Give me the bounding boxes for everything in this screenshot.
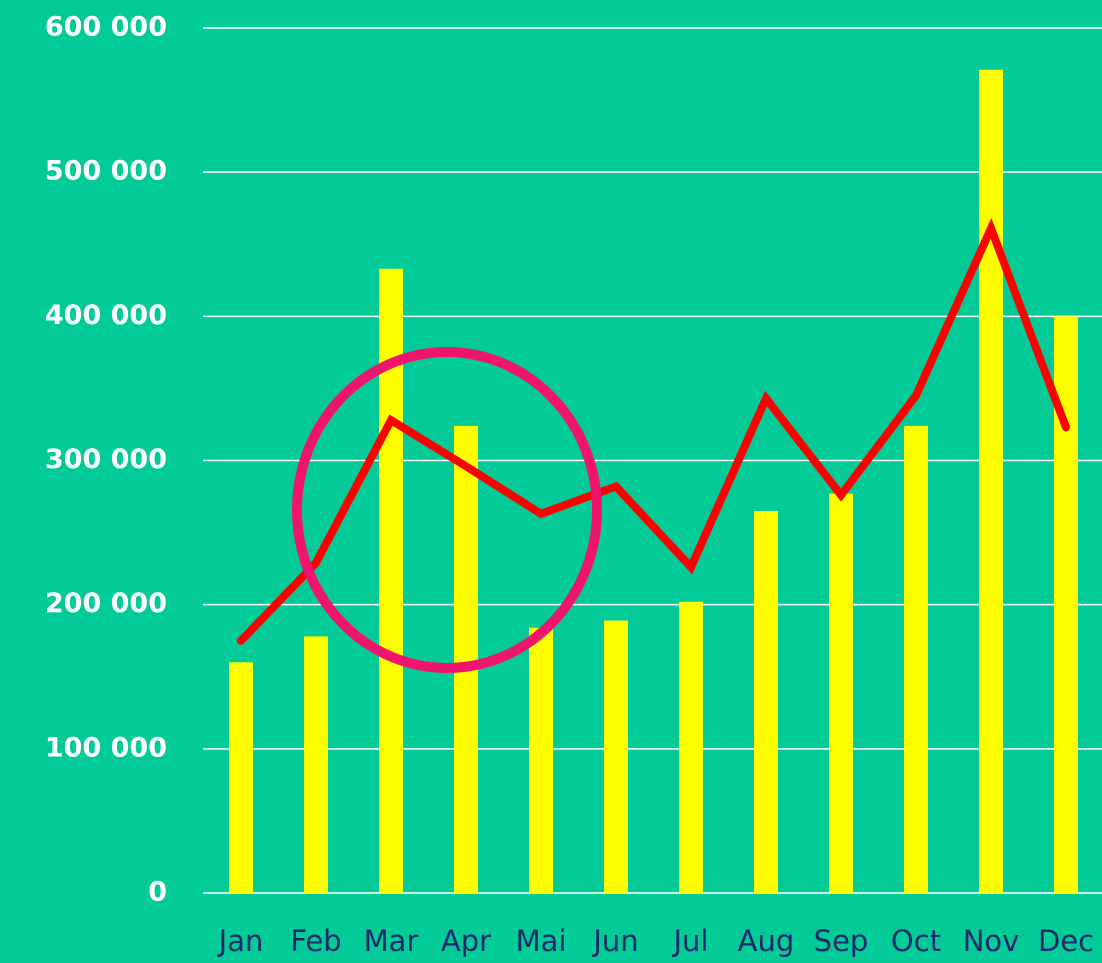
bars: [229, 69, 1078, 894]
bar: [754, 510, 778, 893]
x-tick-label: Mar: [364, 924, 419, 958]
lines: [237, 217, 1070, 645]
bar: [679, 601, 703, 893]
x-tick-label: Oct: [891, 924, 941, 958]
line: [237, 217, 1070, 645]
bar: [604, 620, 628, 893]
y-tick-label: 600 000: [45, 12, 167, 43]
bar: [529, 627, 553, 893]
bar: [904, 425, 928, 893]
bar: [379, 268, 403, 894]
bar: [454, 425, 478, 893]
y-tick-label: 200 000: [45, 588, 167, 619]
x-tick-label: Jul: [672, 924, 709, 958]
x-tick-label: Sep: [814, 924, 869, 958]
x-tick-label: Nov: [963, 924, 1020, 958]
highlight-circle: [292, 347, 602, 673]
bar: [979, 69, 1003, 893]
x-tick-label: Jan: [217, 924, 264, 958]
x-tick-label: Aug: [738, 924, 795, 958]
x-tick-label: Mai: [516, 924, 567, 958]
y-tick-label: 400 000: [45, 300, 167, 331]
labels: 0 100 000 200 000 300 000 400 000 500 000 600 …: [45, 12, 1094, 959]
x-tick-label: Feb: [290, 924, 341, 958]
x-tick-label: Dec: [1038, 924, 1094, 958]
bar: [304, 636, 328, 893]
y-tick-label: 100 000: [45, 732, 167, 763]
y-tick-label: 0: [148, 877, 167, 908]
x-tick-label: Apr: [441, 924, 491, 958]
x-tick-label: Jun: [591, 924, 638, 958]
y-tick-label: 300 000: [45, 444, 167, 475]
bar: [229, 662, 253, 893]
y-tick-label: 500 000: [45, 156, 167, 187]
grid: [203, 27, 1102, 894]
bar: [829, 493, 853, 893]
